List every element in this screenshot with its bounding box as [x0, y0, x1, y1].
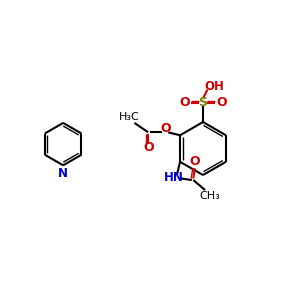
- Text: S: S: [199, 96, 208, 110]
- Text: O: O: [160, 122, 171, 135]
- Text: CH₃: CH₃: [199, 191, 220, 201]
- Text: N: N: [58, 167, 68, 180]
- Text: H₃C: H₃C: [119, 112, 140, 122]
- Text: O: O: [179, 96, 190, 110]
- Text: OH: OH: [205, 80, 225, 93]
- Text: O: O: [143, 141, 154, 154]
- Text: O: O: [190, 155, 200, 168]
- Text: HN: HN: [164, 171, 184, 184]
- Text: O: O: [216, 96, 226, 110]
